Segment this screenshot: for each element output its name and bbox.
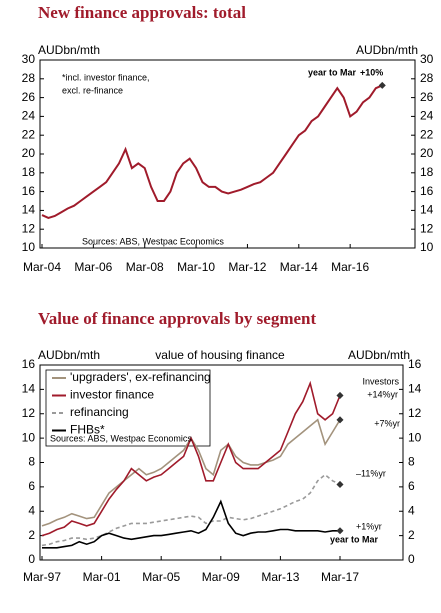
y-tick-label: 12	[22, 406, 36, 420]
x-tick-label: Mar-01	[83, 570, 121, 584]
y2-tick-label: 18	[420, 165, 434, 179]
y2-tick-label: 24	[420, 109, 434, 123]
y-tick-label: 2	[28, 528, 35, 542]
y-tick-label: 16	[22, 357, 36, 371]
y-tick-label: 8	[28, 455, 35, 469]
y2-tick-label: 10	[420, 240, 434, 254]
x-tick-label: Mar-16	[331, 260, 369, 274]
end-marker	[378, 81, 386, 89]
chart-subtitle: value of housing finance	[155, 348, 285, 362]
y2-tick-label: 20	[420, 146, 434, 160]
y-axis-label: AUDbn/mth	[38, 43, 100, 57]
x-tick-label: Mar-97	[23, 570, 61, 584]
y2-tick-label: 2	[408, 528, 415, 542]
annotation: Sources: ABS, Westpac Economics	[50, 433, 192, 443]
y-tick-label: 28	[22, 71, 36, 85]
chart-title: Value of finance approvals by segment	[38, 309, 316, 328]
y2-tick-label: 12	[408, 406, 422, 420]
y2-tick-label: 4	[408, 503, 415, 517]
annotation: +7%yr	[374, 418, 400, 428]
annotation: *incl. investor finance,	[62, 72, 150, 82]
series-line	[42, 499, 340, 549]
y2-tick-label: 12	[420, 221, 434, 235]
x-tick-label: Mar-10	[177, 260, 215, 274]
annotation: year to Mar	[330, 534, 379, 544]
legend-label: FHBs*	[70, 423, 105, 437]
x-tick-label: Mar-08	[126, 260, 164, 274]
y-tick-label: 14	[22, 382, 36, 396]
y-axis-label: AUDbn/mth	[38, 348, 100, 362]
y-tick-label: 18	[22, 165, 36, 179]
series-line	[41, 380, 341, 537]
series-line	[41, 473, 341, 547]
y2-tick-label: 16	[408, 357, 422, 371]
x-tick-label: Mar-12	[228, 260, 266, 274]
x-tick-label: Mar-17	[321, 570, 359, 584]
y2-axis-label: AUDbn/mth	[348, 348, 410, 362]
annotation: Sources: ABS, Westpac Economics	[82, 236, 224, 246]
end-marker	[336, 480, 344, 488]
y-tick-label: 10	[22, 430, 36, 444]
x-tick-label: Mar-04	[23, 260, 61, 274]
y2-axis-label: AUDbn/mth	[356, 43, 418, 57]
y-tick-label: 14	[22, 203, 36, 217]
y-tick-label: 16	[22, 184, 36, 198]
annotation: excl. re-finance	[62, 85, 123, 95]
end-marker	[336, 391, 344, 400]
y-tick-label: 0	[28, 552, 35, 566]
annotation: –11%yr	[356, 468, 386, 478]
legend-label: refinancing	[70, 405, 129, 419]
legend-label: investor finance	[70, 388, 154, 402]
annotation: +14%yr	[367, 389, 398, 399]
y2-tick-label: 10	[408, 430, 422, 444]
y2-tick-label: 0	[408, 552, 415, 566]
legend-box	[45, 369, 211, 447]
y-tick-label: 4	[28, 503, 35, 517]
chart-title: New finance approvals: total	[38, 3, 246, 22]
y-tick-label: 10	[22, 240, 36, 254]
annotation: year to Mar	[308, 67, 357, 77]
y2-tick-label: 6	[408, 479, 415, 493]
annotation: Investors	[362, 376, 399, 386]
legend-label: 'upgraders', ex-refinancing	[70, 370, 211, 384]
y-tick-label: 12	[22, 221, 36, 235]
annotation: +10%	[360, 67, 383, 77]
y2-tick-label: 8	[408, 455, 415, 469]
y2-tick-label: 28	[420, 71, 434, 85]
y-tick-label: 6	[28, 479, 35, 493]
series-line	[41, 84, 383, 219]
x-tick-label: Mar-09	[202, 570, 240, 584]
y-tick-label: 22	[22, 127, 36, 141]
y2-tick-label: 14	[420, 203, 434, 217]
annotation: +1%yr	[356, 521, 382, 531]
y-tick-label: 20	[22, 146, 36, 160]
end-marker	[336, 416, 344, 424]
y-tick-label: 24	[22, 109, 36, 123]
y-tick-label: 30	[22, 52, 36, 66]
y2-tick-label: 16	[420, 184, 434, 198]
end-marker	[336, 527, 344, 535]
y2-tick-label: 30	[420, 52, 434, 66]
x-tick-label: Mar-14	[280, 260, 318, 274]
y2-tick-label: 26	[420, 90, 434, 104]
x-tick-label: Mar-05	[142, 570, 180, 584]
x-tick-label: Mar-06	[74, 260, 112, 274]
y-tick-label: 26	[22, 90, 36, 104]
y2-tick-label: 14	[408, 382, 422, 396]
y2-tick-label: 22	[420, 127, 434, 141]
x-tick-label: Mar-13	[261, 570, 299, 584]
